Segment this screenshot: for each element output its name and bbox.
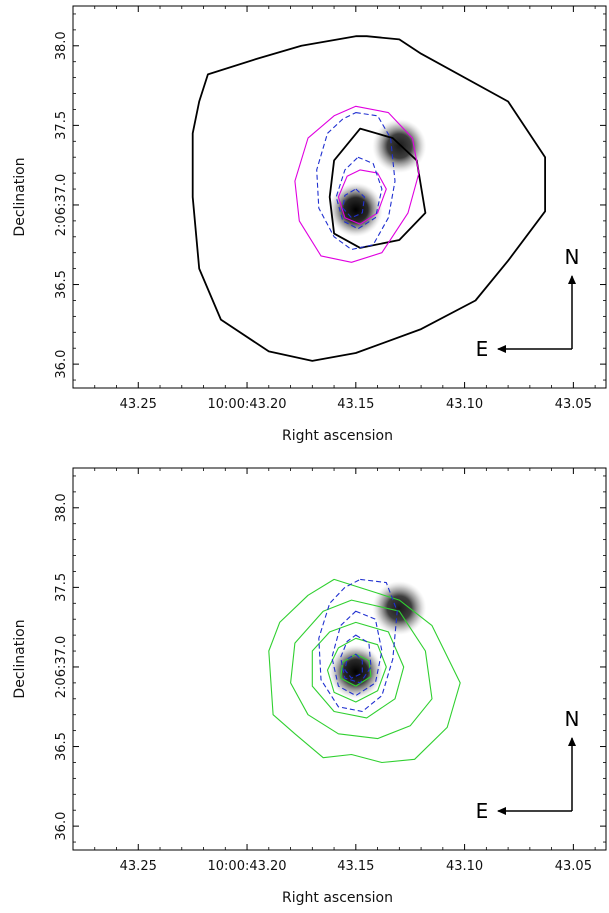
plot-frame xyxy=(72,5,607,389)
plot-area xyxy=(191,35,546,362)
east-label: E xyxy=(476,337,489,361)
y-axis-label: Declination xyxy=(12,157,28,236)
contour-line xyxy=(191,35,546,362)
y-tick-label: 2:06:37.0 xyxy=(54,174,69,237)
source-blob xyxy=(328,644,383,699)
y-tick-label: 38.0 xyxy=(54,493,69,522)
east-label: E xyxy=(476,799,489,823)
x-axis-label: Right ascension xyxy=(282,428,393,444)
contour-line xyxy=(290,599,433,740)
x-tick-label: 43.10 xyxy=(446,397,483,412)
north-label: N xyxy=(565,707,580,731)
contour-line xyxy=(337,169,387,225)
contour-line xyxy=(268,578,461,764)
contour-line xyxy=(318,578,398,713)
contour-line xyxy=(335,156,383,230)
y-tick-label: 36.0 xyxy=(54,350,69,379)
plot-frame xyxy=(72,467,607,851)
y-tick-label: 37.5 xyxy=(54,111,69,140)
y-tick-label: 38.0 xyxy=(54,31,69,60)
plot-area xyxy=(268,578,461,764)
north-label: N xyxy=(565,245,580,269)
x-tick-label: 10:00:43.20 xyxy=(208,859,287,874)
x-tick-label: 43.25 xyxy=(120,859,157,874)
y-tick-label: 36.0 xyxy=(54,812,69,841)
contour-line xyxy=(294,105,420,263)
x-tick-label: 43.15 xyxy=(337,859,374,874)
x-tick-label: 43.05 xyxy=(555,859,592,874)
x-tick-label: 43.10 xyxy=(446,859,483,874)
x-tick-label: 43.15 xyxy=(337,397,374,412)
source-blob xyxy=(328,182,383,237)
source-blob xyxy=(372,581,427,636)
panel-bottom: 43.25 10:00:43.20 43.15 43.10 43.05 36.0 36.5 2… xyxy=(12,467,607,906)
contour-line xyxy=(311,621,405,719)
contour-line xyxy=(342,188,366,219)
contour-line xyxy=(344,653,363,679)
contour-line xyxy=(316,112,396,251)
y-axis-label: Declination xyxy=(12,619,28,698)
contour-line xyxy=(331,610,383,697)
x-tick-label: 43.05 xyxy=(555,397,592,412)
x-axis-label: Right ascension xyxy=(282,890,393,906)
y-tick-label: 36.5 xyxy=(54,732,69,761)
x-tick-label: 43.25 xyxy=(120,397,157,412)
source-blob xyxy=(372,119,427,174)
contour-line xyxy=(326,637,387,703)
y-tick-label: 2:06:37.0 xyxy=(54,636,69,699)
contour-line xyxy=(328,127,427,249)
x-tick-label: 10:00:43.20 xyxy=(208,397,287,412)
contour-line xyxy=(340,634,372,684)
y-tick-label: 37.5 xyxy=(54,573,69,602)
contour-line xyxy=(340,653,372,687)
y-tick-label: 36.5 xyxy=(54,270,69,299)
panel-top: 43.25 10:00:43.20 43.15 43.10 43.05 36.0 36.5 2… xyxy=(12,5,607,444)
